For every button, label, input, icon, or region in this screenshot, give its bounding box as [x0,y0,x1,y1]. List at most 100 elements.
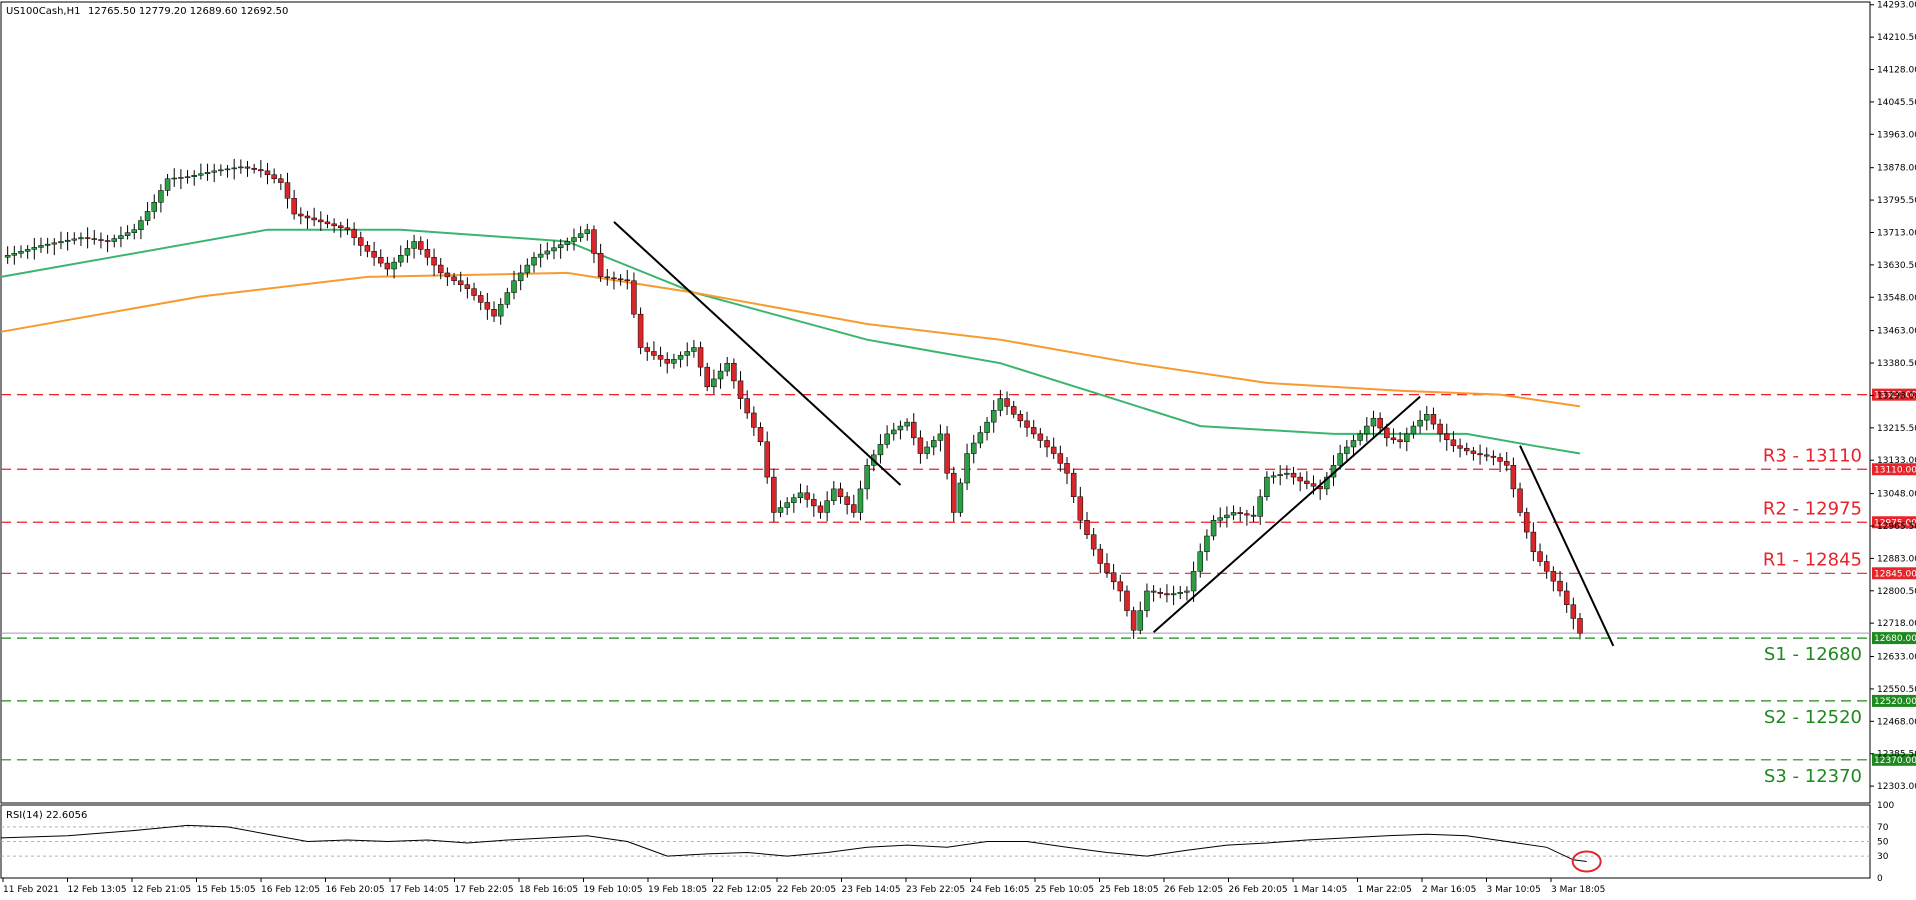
candle-body [984,421,990,433]
candle-body [1444,433,1450,441]
price-tick-label: 13048.00 [1877,490,1916,500]
candle-body [857,488,864,513]
candle-body [1177,592,1184,594]
candle-body [1210,520,1217,537]
candle-body [1470,450,1477,454]
time-tick-label: 16 Feb 20:05 [326,885,385,895]
candle-body [617,278,624,281]
candle-body [931,440,937,448]
candle-body [1110,572,1117,583]
candle-body [184,176,191,178]
candle-body [1390,437,1397,441]
time-tick-label: 1 Mar 14:05 [1293,885,1347,895]
candle-body [791,497,797,503]
candle-body [311,217,317,221]
candle-body [597,253,604,278]
candle-body [1050,446,1057,454]
candle-body [1310,483,1317,487]
candle-body [837,488,844,497]
time-tick-label: 25 Feb 10:05 [1035,885,1094,895]
candle-body [1510,465,1517,490]
moving-average-green [0,228,1581,455]
candle-body [844,496,850,505]
price-tick-label: 13133.00 [1877,456,1916,466]
candle-body [1084,520,1090,535]
candle-body [1104,563,1110,573]
candle-body [990,410,997,423]
candle-body [917,437,924,454]
candle-body [817,505,824,513]
level-price-tag: 12975.00 [1874,518,1916,528]
candle-body [611,277,617,280]
candle-body [557,244,564,249]
candle-body [784,502,790,508]
candle-body [118,235,124,239]
rsi-tick-label: 30 [1877,852,1889,862]
candle-body [864,465,870,490]
time-tick-label: 19 Feb 18:05 [648,885,707,895]
candle-body [51,242,58,245]
candle-body [884,433,890,445]
candle-body [1537,551,1543,562]
candle-body [1543,561,1550,572]
candle-body [757,427,764,443]
candle-body [324,221,331,225]
candle-body [1357,433,1363,441]
level-label: S2 - 12520 [1764,707,1862,728]
candle-body [398,255,404,263]
rsi-tick-label: 100 [1877,801,1894,811]
candle-body [178,177,184,179]
level-price-tag: 13300.00 [1874,391,1916,401]
time-tick-label: 19 Feb 10:05 [584,885,643,895]
candle-body [1297,476,1303,482]
candle-body [424,249,431,258]
candle-body [1097,548,1104,564]
level-price-tag-bg [1872,463,1916,476]
candle-body [264,170,271,176]
candle-body [851,504,857,513]
candle-body [957,482,964,513]
candle-body [904,421,910,427]
candle-body [1250,514,1257,517]
candle-body [1517,488,1523,513]
candle-body [1130,610,1137,631]
candle-body [1077,496,1084,521]
level-price-tag: 12680.00 [1874,634,1916,644]
candle-body [671,359,677,364]
rsi-highlight-circle [1571,850,1602,873]
candle-body [1490,455,1497,458]
candle-body [964,453,970,484]
candle-body [1264,476,1270,497]
candle-body [211,170,217,173]
rsi-tick-label: 50 [1877,838,1889,848]
candle-body [1004,398,1010,407]
price-tick-label: 12303.00 [1877,782,1916,792]
candle-body [877,444,884,456]
candle-body [1024,420,1030,428]
candle-body [811,499,817,507]
candle-body [997,398,1004,411]
candle-body [91,238,98,240]
candle-body [218,169,224,172]
candle-body [437,264,444,274]
candle-body [144,211,151,221]
candle-body [444,272,451,278]
price-tick-label: 12385.50 [1877,750,1916,760]
candle-body [304,215,311,219]
candle-body [198,173,204,176]
candle-body [378,256,384,264]
candle-body [677,355,684,360]
candle-body [364,245,371,252]
candle-body [371,251,377,258]
candle-body [511,280,517,293]
level-price-tag-bg [1872,567,1916,580]
time-tick-label: 11 Feb 2021 [3,885,59,895]
candle-body [1384,427,1390,439]
candle-body [891,429,897,435]
candle-body [331,223,337,227]
price-tick-label: 13963.00 [1877,130,1916,140]
candle-body [31,247,38,250]
candle-body [298,213,304,217]
